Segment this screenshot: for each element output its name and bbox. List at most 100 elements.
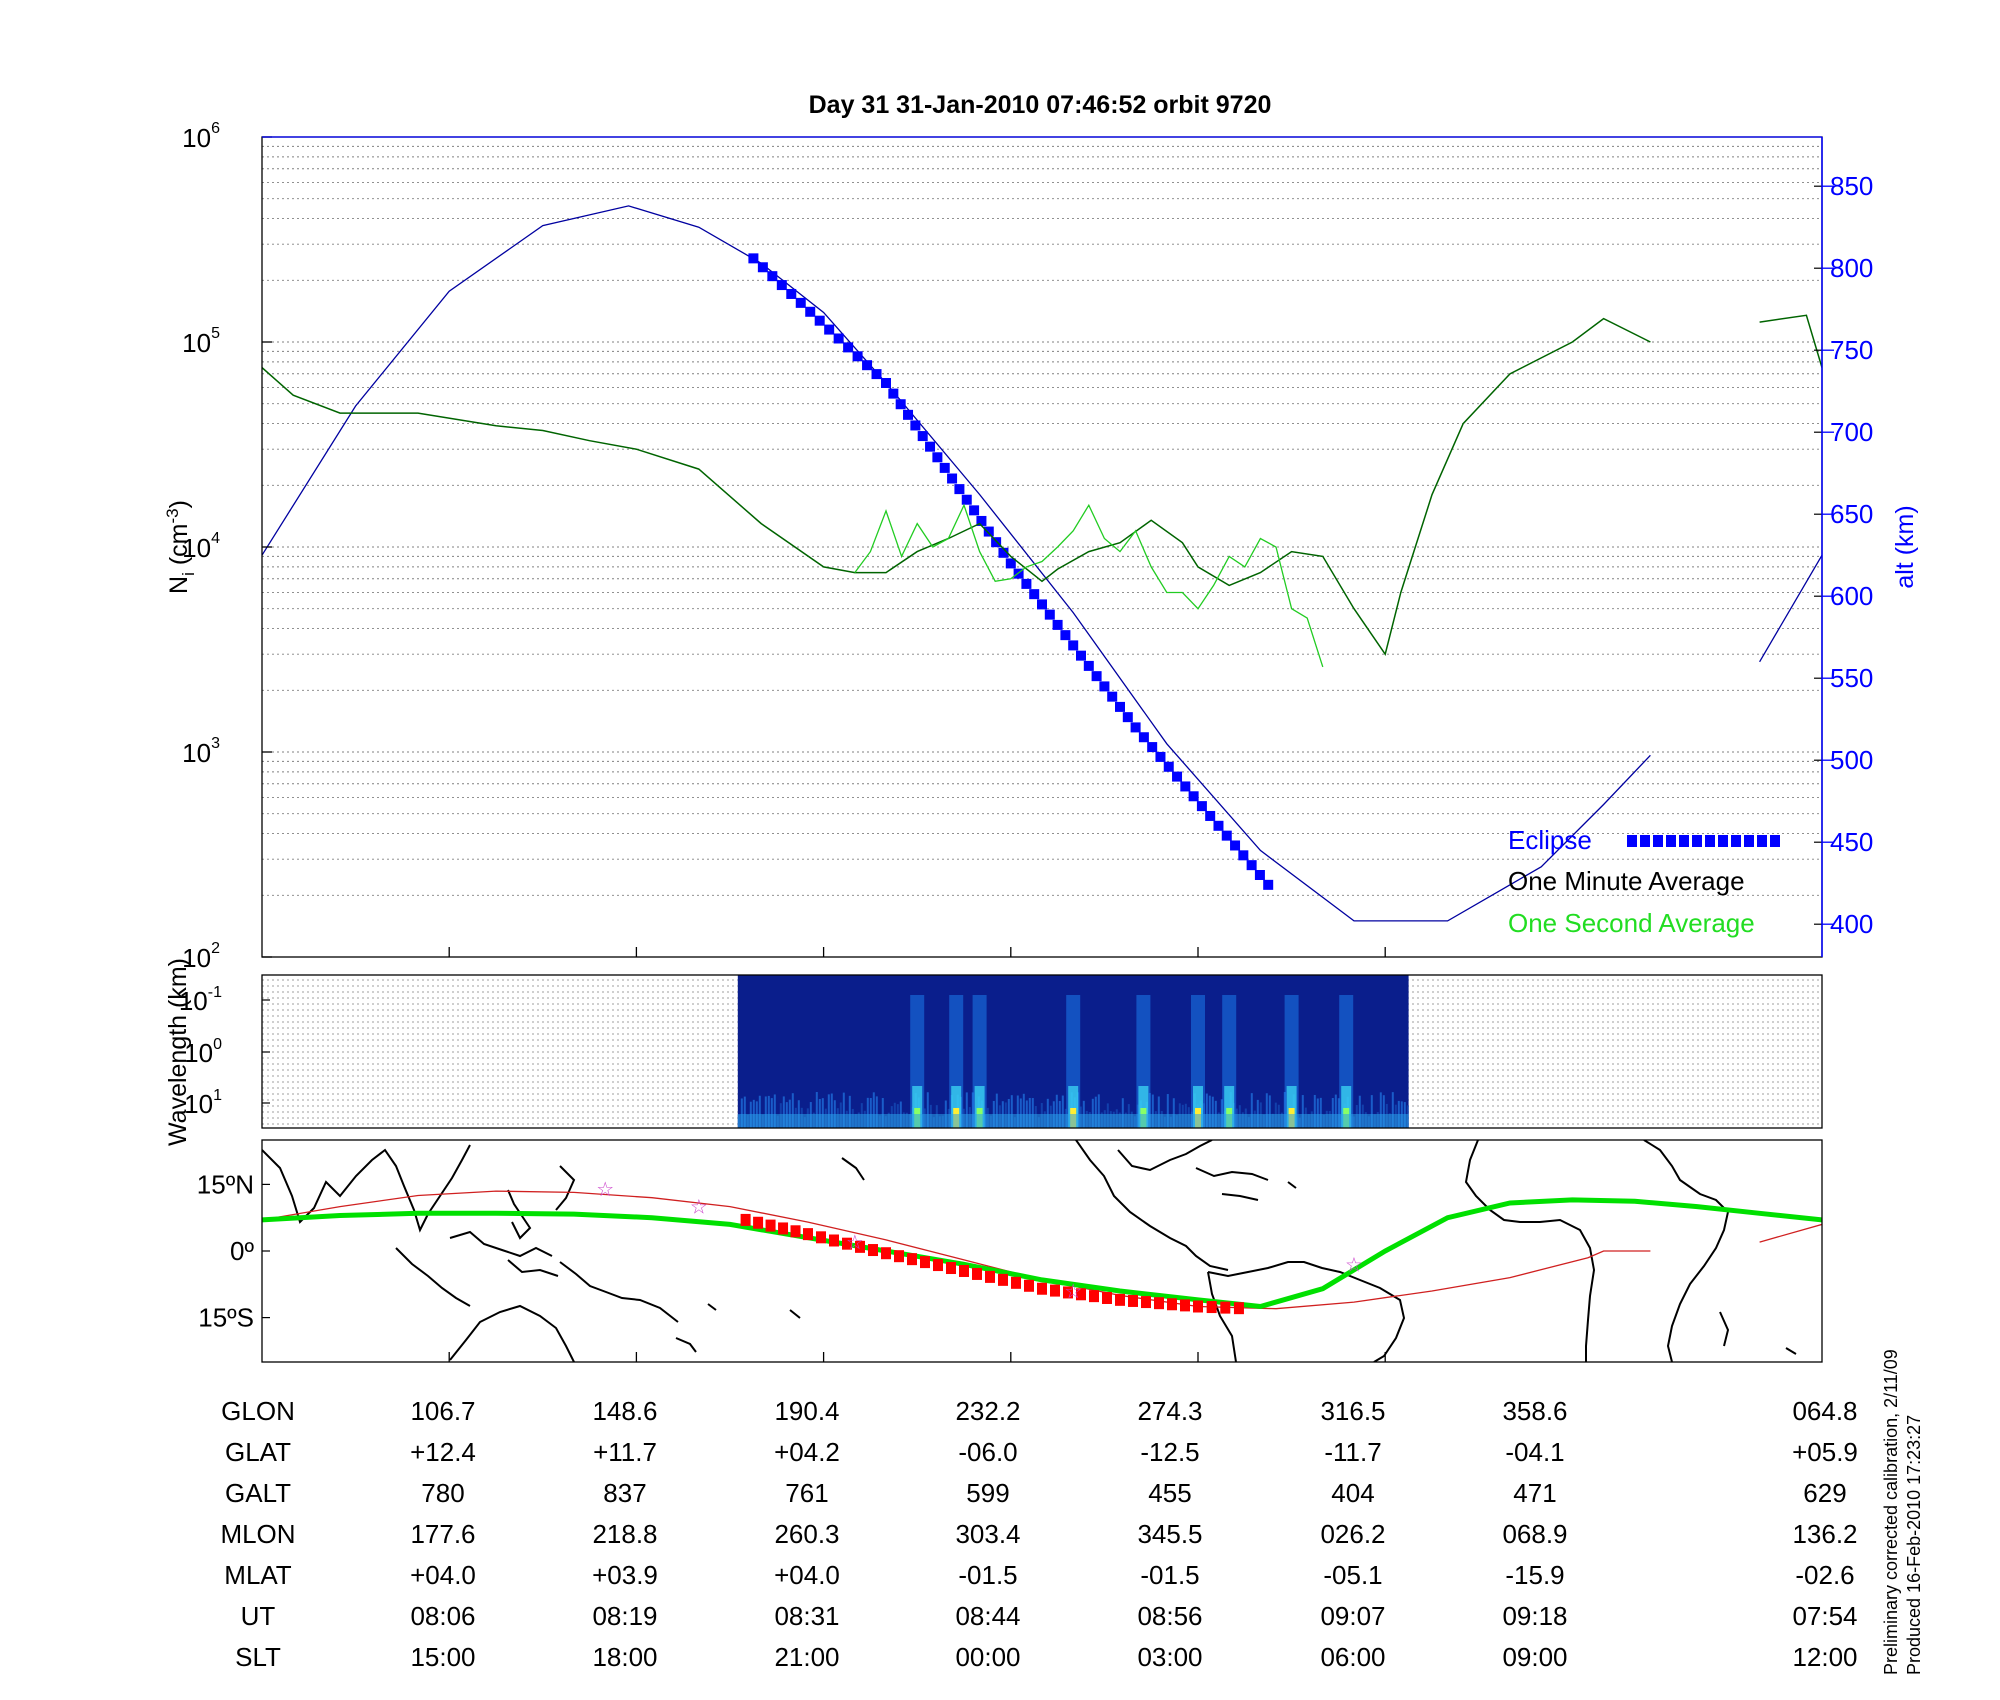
map-eclipse-marker (985, 1270, 995, 1283)
ephemeris-cell: +11.7 (593, 1437, 657, 1467)
spectrogram-column (1331, 1097, 1334, 1128)
eclipse-marker (1091, 671, 1102, 682)
map-eclipse-marker (1024, 1279, 1034, 1292)
density-legend: Eclipse One Minute Average One Second Av… (1508, 825, 1780, 938)
ephemeris-cell: -01.5 (958, 1560, 1017, 1590)
orbit-ephemeris-table: GLON 106.7 148.6 190.4 232.2 274.3 316.5 358.6 0… (220, 1396, 1857, 1672)
spectrogram-column (848, 1095, 851, 1128)
eclipse-marker (1180, 781, 1191, 792)
eclipse-marker (748, 253, 759, 264)
ephemeris-cell: +04.0 (774, 1560, 840, 1590)
eclipse-marker (776, 280, 787, 291)
y2-tick-label: 750 (1830, 335, 1873, 365)
eclipse-marker (1115, 701, 1125, 712)
ephemeris-cell: 455 (1148, 1478, 1191, 1508)
spectrogram-column (752, 1099, 755, 1128)
ephemeris-cell: 15:00 (410, 1642, 475, 1672)
eclipse-marker (1076, 650, 1086, 661)
spectrogram-column (740, 1098, 743, 1128)
map-eclipse-marker (1089, 1290, 1099, 1303)
spectrogram-burst-core (1193, 1086, 1203, 1128)
y2-tick-label: 700 (1830, 417, 1873, 447)
spectrogram-column (1157, 1096, 1160, 1128)
spectrogram-column (866, 1097, 869, 1128)
y-tick-label: 105 (182, 325, 220, 358)
y-tick-label: 103 (182, 735, 220, 768)
ephemeris-cell: 106.7 (410, 1396, 475, 1426)
legend-eclipse-marker (1770, 835, 1780, 847)
spectrogram-column (1166, 1094, 1169, 1128)
ephemeris-cell: 09:18 (1502, 1601, 1567, 1631)
spectrogram-column (1208, 1095, 1211, 1128)
legend-one-minute-label: One Minute Average (1508, 866, 1745, 896)
svg-text:Ni (cm-3): Ni (cm-3) (163, 500, 198, 594)
eclipse-marker (1172, 771, 1183, 782)
ephemeris-cell: +12.4 (410, 1437, 476, 1467)
eclipse-marker (1155, 751, 1166, 762)
spectrogram-column (758, 1095, 761, 1128)
spectrogram-column (842, 1092, 845, 1128)
map-eclipse-marker (1076, 1288, 1086, 1301)
footnote-calibration: Preliminary corrected calibration, 2/11/… (1881, 1349, 1901, 1675)
spectrogram-column (1121, 1098, 1124, 1128)
eclipse-marker (1083, 660, 1094, 671)
legend-eclipse-marker (1692, 835, 1702, 847)
map-y-tick-label: 0º (230, 1236, 254, 1266)
ephemeris-cell: 08:06 (410, 1601, 475, 1631)
series-one-second-average (854, 503, 1324, 668)
legend-eclipse-marker (1744, 835, 1754, 847)
eclipse-marker (932, 452, 943, 463)
ephemeris-row-label: SLT (235, 1642, 281, 1672)
spectrogram-column (1265, 1093, 1268, 1128)
ephemeris-row-label: GLON (221, 1396, 295, 1426)
ephemeris-cell: +04.0 (410, 1560, 476, 1590)
y2-tick-label: 650 (1830, 499, 1873, 529)
eclipse-marker (969, 505, 980, 516)
spectrogram-image (737, 975, 1409, 1128)
eclipse-marker (895, 399, 906, 410)
legend-eclipse-marker (1666, 835, 1676, 847)
ephemeris-cell: 761 (785, 1478, 828, 1508)
ephemeris-cell: -11.7 (1324, 1437, 1381, 1467)
ephemeris-cell: 08:19 (592, 1601, 657, 1631)
map-eclipse-marker (1063, 1286, 1073, 1299)
ephemeris-cell: 136.2 (1792, 1519, 1857, 1549)
eclipse-marker (1068, 640, 1079, 651)
spectrogram-column (1031, 1098, 1034, 1128)
map-y-tick-label: 15ºS (198, 1303, 254, 1333)
spectrogram-burst-core (974, 1086, 985, 1128)
eclipse-marker (767, 271, 778, 282)
map-eclipse-marker (753, 1216, 764, 1229)
eclipse-marker (1044, 609, 1055, 620)
ephemeris-cell: 345.5 (1137, 1519, 1202, 1549)
ephemeris-cell: -05.1 (1323, 1560, 1382, 1590)
eclipse-marker (991, 537, 1002, 548)
ephemeris-cell: 08:56 (1137, 1601, 1202, 1631)
spectrogram-column (773, 1094, 776, 1128)
eclipse-marker (903, 409, 914, 420)
map-eclipse-marker (1220, 1301, 1231, 1314)
eclipse-marker (1099, 681, 1110, 692)
map-eclipse-marker (829, 1234, 839, 1247)
ephemeris-cell: 316.5 (1320, 1396, 1385, 1426)
ephemeris-cell: 07:54 (1792, 1601, 1857, 1631)
spectrogram-burst-core (1068, 1086, 1079, 1128)
eclipse-marker (998, 547, 1009, 558)
map-eclipse-marker (959, 1264, 969, 1277)
ephemeris-cell: 03:00 (1137, 1642, 1202, 1672)
ephemeris-cell: 09:07 (1320, 1601, 1385, 1631)
spectrogram-column (1097, 1094, 1100, 1128)
spectrogram-column (1256, 1099, 1259, 1128)
spectrogram-column (770, 1098, 773, 1128)
ephemeris-cell: -04.1 (1505, 1437, 1564, 1467)
spectrogram-column (791, 1093, 794, 1128)
series-alt-km- (262, 205, 1651, 922)
spectrogram-column (1061, 1095, 1064, 1128)
ephemeris-cell: 00:00 (955, 1642, 1020, 1672)
spectrogram-column (1283, 1092, 1286, 1128)
spectrogram-column (1148, 1092, 1151, 1128)
ephemeris-cell: 599 (966, 1478, 1009, 1508)
eclipse-marker (910, 420, 921, 431)
spectrogram-column (1337, 1098, 1340, 1128)
eclipse-marker (795, 297, 806, 308)
